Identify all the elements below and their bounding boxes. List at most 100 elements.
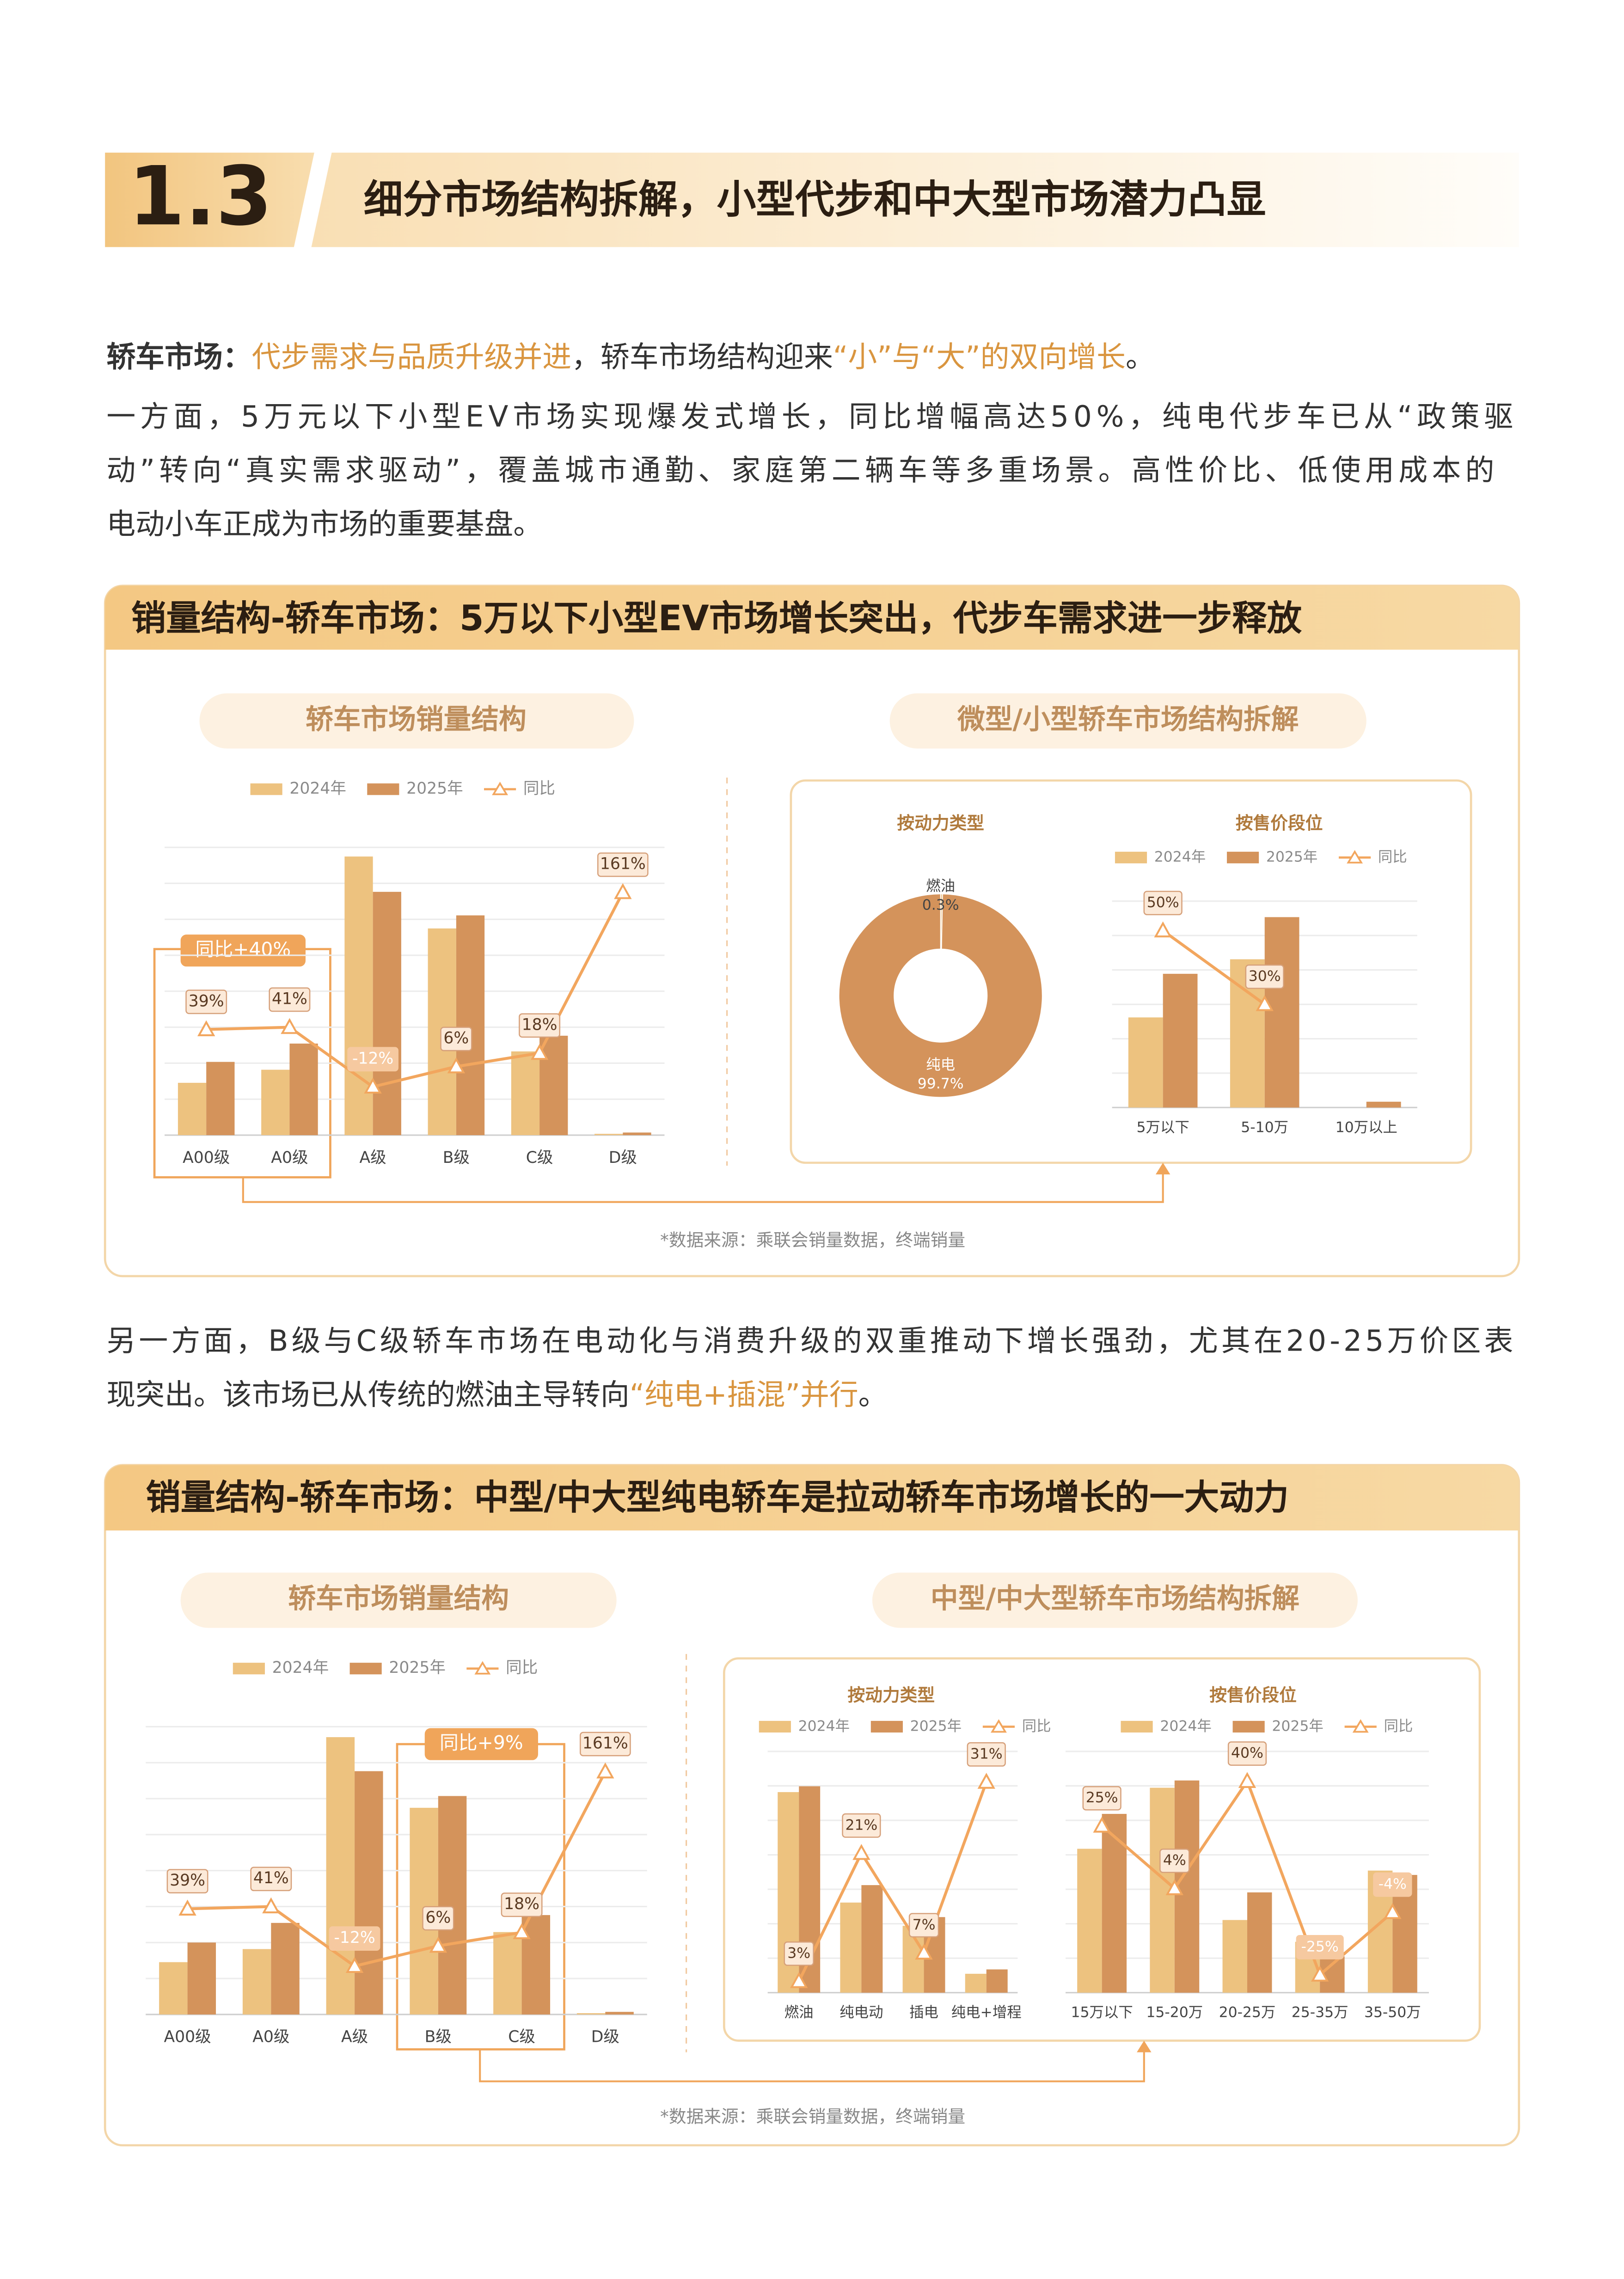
yoy-marker [614,883,632,899]
yoy-marker [530,1044,549,1060]
bar [1128,1017,1163,1108]
bar [1102,1814,1127,1993]
yoy-marker [977,1773,995,1789]
panel-title: 销量结构-轿车市场：5万以下小型EV市场增长突出，代步车需求进一步释放 [131,598,1302,639]
chart-subtitle: 按动力类型 [897,813,984,833]
connector-arrow [479,2049,1145,2082]
data-label-box [166,1869,208,1894]
intro: 轿车市场：代步需求与品质升级并进，轿车市场结构迎来“小”与“大”的双向增长。 [106,340,1154,374]
bar [840,1902,862,1993]
panel [104,584,1520,1278]
arrow-head [1155,1162,1171,1174]
bar [206,1062,235,1136]
legend-marker [1347,850,1363,864]
data-label-box [967,1742,1006,1767]
data-label: 3% [787,1945,810,1961]
legend-label: 同比 [1378,849,1407,866]
panel-title-bar [105,1465,1519,1531]
x-tick-label: A0级 [252,2028,289,2046]
x-tick-label: 20-25万 [1219,2004,1276,2021]
data-label-box [1082,1786,1121,1811]
paragraph-line: 现突出。该市场已从传统的燃油主导转向“纯电+插混”并行。 [106,1378,887,1412]
yoy-marker [513,1923,531,1940]
data-label: 161% [600,855,646,873]
legend-label: 2024年 [798,1718,850,1734]
bar [438,1796,467,2015]
intro-text: ，轿车市场结构迎来 [571,340,833,374]
data-label: -25% [1301,1938,1339,1955]
yoy-marker [1154,921,1172,938]
x-tick-label: 5万以下 [1137,1119,1189,1136]
bar [521,1915,551,2015]
data-label-box [1296,1935,1344,1960]
x-tick-label: C级 [508,2028,535,2046]
slice-label: 燃油 [926,878,955,895]
panel-title: 销量结构-轿车市场：中型/中大型纯电轿车是拉动轿车市场增长的一大动力 [146,1477,1289,1518]
yoy-marker [345,1957,364,1973]
bar [271,1923,300,2015]
bar [373,891,401,1136]
x-tick-label: B级 [443,1149,470,1167]
chart-subtitle: 轿车市场销量结构 [306,704,527,736]
data-label: 31% [970,1745,1003,1762]
bar [594,1134,623,1136]
data-label: 6% [425,1908,451,1927]
x-tick-label: 25-35万 [1292,2004,1348,2021]
data-label: -4% [1379,1876,1407,1892]
intro-text: 。 [1126,340,1155,374]
yoy-marker [790,1972,808,1988]
yoy-marker [281,1018,299,1034]
yoy-marker [596,1762,614,1779]
bar [1264,917,1299,1108]
subtitle-pill [872,1573,1358,1628]
legend-marker [1352,1719,1369,1733]
bar [605,2012,634,2015]
data-label: 6% [443,1029,469,1048]
yoy-marker [447,1057,466,1074]
bar [623,1132,651,1136]
x-tick-label: A0级 [271,1149,308,1167]
breakdown-frame [790,779,1472,1164]
yoy-marker [1311,1966,1329,1982]
bar [261,1069,290,1136]
chart-subtitle: 按售价段位 [1209,1685,1297,1705]
donut-slice [838,893,1043,1098]
bar [159,1962,188,2015]
chart-subtitle: 轿车市场销量结构 [288,1583,509,1615]
data-label-box [501,1892,543,1917]
panel-title-bar [105,585,1519,650]
data-label-box [908,1913,939,1938]
yoy-marker [262,1897,280,1914]
data-label: 40% [1231,1745,1263,1762]
x-tick-label: A00级 [164,2028,211,2046]
paragraph-line: 一方面，5万元以下小型EV市场实现爆发式增长，同比增幅高达50%，纯电代步车已从… [106,399,1513,433]
legend-swatch [1115,852,1147,864]
yoy-line [1162,929,1266,1006]
slice-value: 0.3% [922,897,959,913]
data-label: 39% [170,1871,205,1890]
yoy-marker [915,1943,933,1960]
data-label-box [519,1013,561,1038]
legend-label: 2025年 [406,779,463,798]
data-label-box [250,1867,292,1892]
x-tick-label: 15万以下 [1071,2004,1133,2021]
data-label: 161% [582,1734,628,1752]
source: *数据来源：乘联会销量数据，终端销量 [660,1230,965,1250]
data-label-box [329,1926,380,1951]
legend-label: 2024年 [272,1659,329,1677]
bar [539,1036,568,1136]
slice-value: 99.7% [918,1075,964,1092]
highlight-label: 同比+9% [440,1732,523,1754]
paragraph-text: 。 [858,1378,888,1412]
paragraph-text: 现突出。该市场已从传统的燃油主导转向 [106,1378,629,1412]
x-tick-label: 10万以上 [1336,1119,1397,1136]
highlight-pill [424,1728,538,1760]
number-block [105,153,314,247]
legend-label: 同比 [1384,1718,1413,1734]
intro-label: 轿车市场： [106,340,251,374]
legend-label: 2025年 [1272,1718,1323,1734]
x-tick-label: A级 [360,1149,386,1167]
yoy-marker [1384,1903,1402,1919]
yoy-marker [1238,1772,1256,1788]
